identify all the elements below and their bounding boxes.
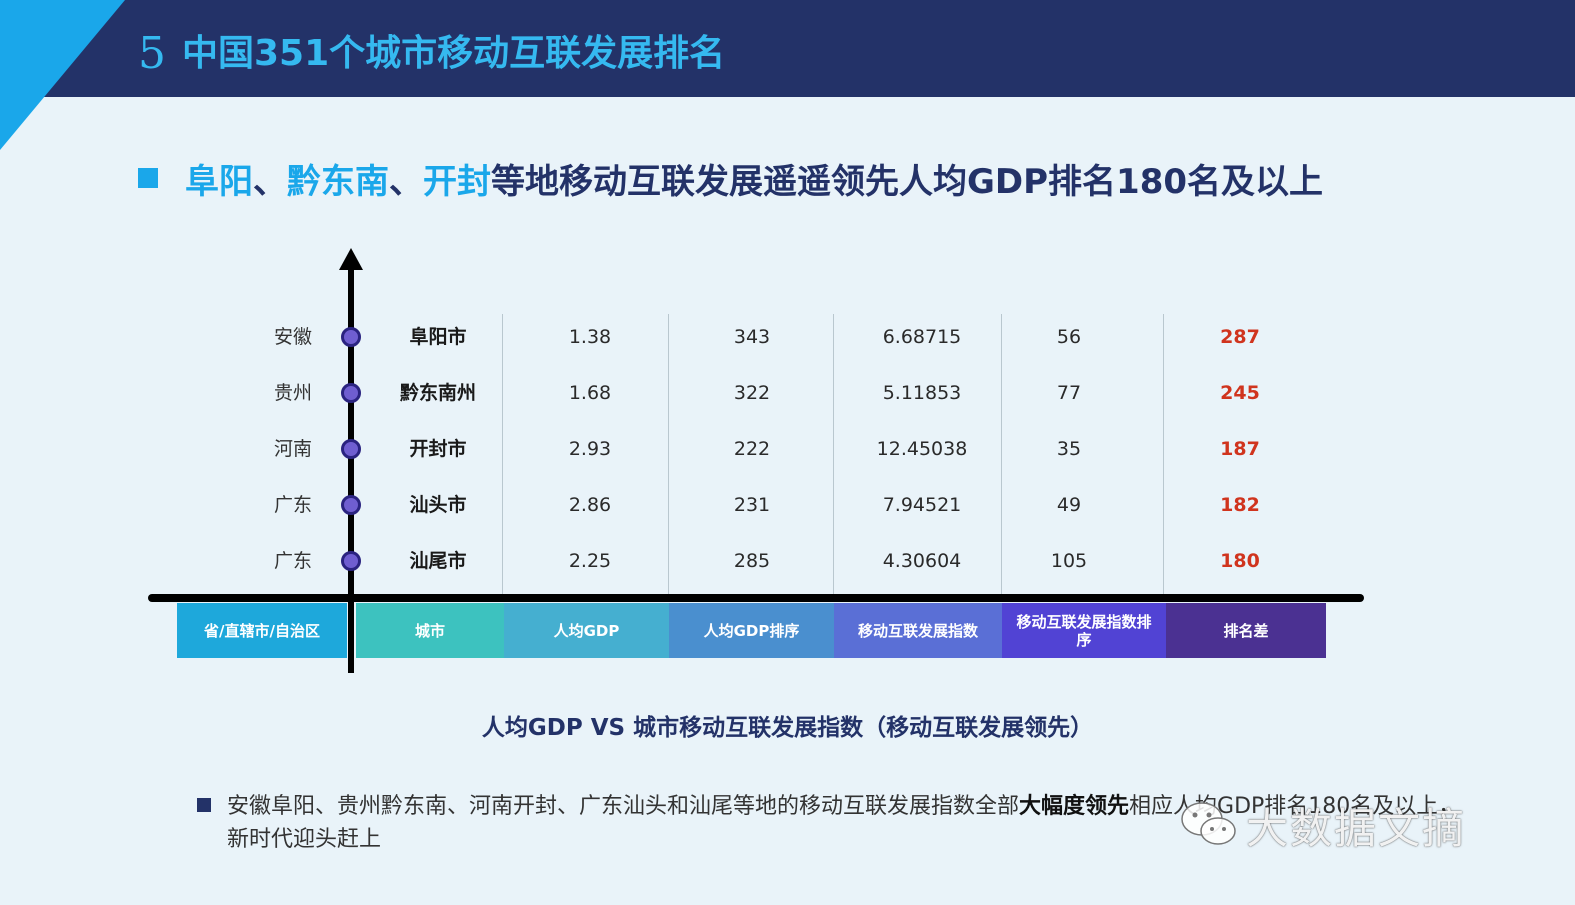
column-header-gdp-rank: 人均GDP排序 — [669, 603, 834, 658]
province-cell: 贵州 — [273, 382, 312, 404]
arrow-up-icon — [339, 248, 363, 270]
rank-diff-cell: 180 — [1220, 550, 1260, 572]
wechat-icon — [1178, 799, 1240, 851]
subtitle-highlight: 阜阳 — [185, 161, 253, 202]
index-cell: 4.30604 — [882, 550, 962, 572]
index-cell: 12.45038 — [876, 438, 968, 460]
city-cell: 开封市 — [409, 438, 467, 460]
column-header-gdp: 人均GDP — [504, 603, 669, 658]
index-cell: 7.94521 — [882, 494, 962, 516]
subtitle-separator: 、 — [389, 161, 423, 202]
gdp-rank-cell: 222 — [733, 438, 771, 460]
timeline-dot-icon — [341, 383, 361, 403]
rank-diff-cell: 182 — [1220, 494, 1260, 516]
rank-diff-cell: 287 — [1220, 326, 1260, 348]
table-row: 广东 汕尾市 2.25 285 4.30604 105 180 — [0, 546, 1575, 576]
index-rank-cell: 49 — [1056, 494, 1082, 516]
watermark: 大数据文摘 — [1178, 795, 1528, 855]
province-cell: 广东 — [273, 494, 312, 516]
subtitle-highlight: 黔东南 — [287, 161, 389, 202]
horizontal-axis — [148, 594, 1364, 602]
table-row: 安徽 阜阳市 1.38 343 6.68715 56 287 — [0, 322, 1575, 352]
column-header-city: 城市 — [356, 603, 504, 658]
timeline-dot-icon — [341, 495, 361, 515]
gdp-cell: 2.93 — [568, 438, 612, 460]
column-header-province: 省/直辖市/自治区 — [177, 603, 347, 658]
column-header-index: 移动互联发展指数 — [834, 603, 1002, 658]
timeline-dot-icon — [341, 327, 361, 347]
gdp-rank-cell: 343 — [733, 326, 771, 348]
timeline-dot-icon — [341, 551, 361, 571]
section-number: 5 — [138, 28, 166, 79]
gdp-cell: 2.86 — [568, 494, 612, 516]
square-bullet-icon — [138, 168, 158, 188]
city-cell: 阜阳市 — [409, 326, 467, 348]
subtitle: 阜阳 、 黔东南 、 开封 等地移动互联发展遥遥领先人均GDP排名180名及以上 — [138, 150, 1323, 206]
page-title: 中国351个城市移动互联发展排名 — [182, 33, 726, 74]
column-divider — [1001, 314, 1002, 594]
province-cell: 广东 — [273, 550, 312, 572]
city-cell: 汕尾市 — [409, 550, 467, 572]
city-cell: 汕头市 — [409, 494, 467, 516]
gdp-cell: 2.25 — [568, 550, 612, 572]
header-bar — [0, 0, 1575, 97]
table-row: 贵州 黔东南州 1.68 322 5.11853 77 245 — [0, 378, 1575, 408]
timeline-dot-icon — [341, 439, 361, 459]
vertical-axis — [348, 265, 354, 673]
column-header-index-rank: 移动互联发展指数排序 — [1002, 603, 1166, 658]
note-bold-text: 大幅度领先 — [1019, 794, 1130, 819]
table-row: 河南 开封市 2.93 222 12.45038 35 187 — [0, 434, 1575, 464]
index-cell: 5.11853 — [882, 382, 962, 404]
province-cell: 安徽 — [273, 326, 312, 348]
column-header-rank-diff: 排名差 — [1166, 603, 1326, 658]
column-divider — [1163, 314, 1164, 594]
index-rank-cell: 77 — [1056, 382, 1082, 404]
column-divider — [833, 314, 834, 594]
gdp-rank-cell: 322 — [733, 382, 771, 404]
gdp-cell: 1.68 — [568, 382, 612, 404]
index-rank-cell: 56 — [1056, 326, 1082, 348]
chart-caption: 人均GDP VS 城市移动互联发展指数（移动互联发展领先） — [481, 715, 1094, 741]
subtitle-separator: 、 — [253, 161, 287, 202]
subtitle-highlight: 开封 — [423, 161, 491, 202]
header-accent-triangle — [0, 0, 125, 150]
rank-diff-cell: 187 — [1220, 438, 1260, 460]
index-rank-cell: 105 — [1050, 550, 1088, 572]
rank-diff-cell: 245 — [1220, 382, 1260, 404]
province-cell: 河南 — [273, 438, 312, 460]
index-rank-cell: 35 — [1056, 438, 1082, 460]
table-row: 广东 汕头市 2.86 231 7.94521 49 182 — [0, 490, 1575, 520]
index-cell: 6.68715 — [882, 326, 962, 348]
city-cell: 黔东南州 — [399, 382, 476, 404]
subtitle-text: 等地移动互联发展遥遥领先人均GDP排名180名及以上 — [491, 161, 1324, 202]
gdp-cell: 1.38 — [568, 326, 612, 348]
column-divider — [668, 314, 669, 594]
watermark-text: 大数据文摘 — [1246, 803, 1467, 853]
gdp-rank-cell: 231 — [733, 494, 771, 516]
gdp-rank-cell: 285 — [733, 550, 771, 572]
column-divider — [502, 314, 503, 594]
square-bullet-icon — [197, 798, 211, 812]
note-text-part: 安徽阜阳、贵州黔东南、河南开封、广东汕头和汕尾等地的移动互联发展指数全部 — [227, 794, 1020, 819]
